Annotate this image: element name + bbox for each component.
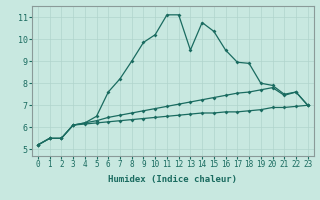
X-axis label: Humidex (Indice chaleur): Humidex (Indice chaleur) xyxy=(108,175,237,184)
